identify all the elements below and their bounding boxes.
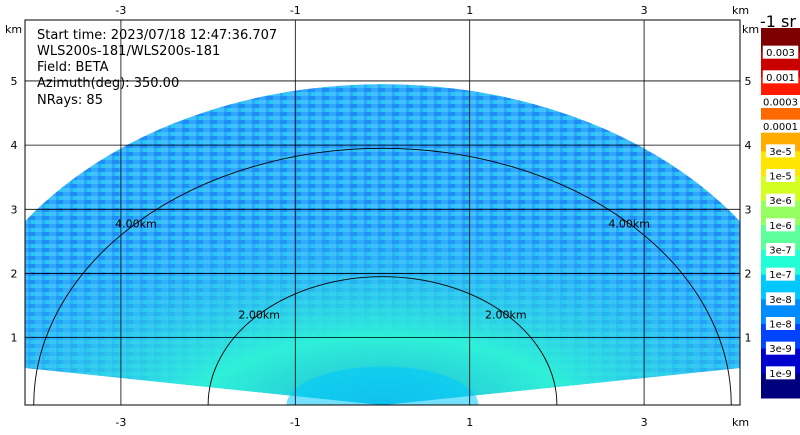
colorbar-label: 3e-8 (769, 295, 792, 306)
nearfield-region (25, 84, 740, 405)
colorbar-label: 3e-6 (769, 196, 792, 207)
x-tick-label-bottom: -3 (115, 416, 126, 429)
x-tick-label-bottom: 3 (641, 416, 648, 429)
info-block: Start time: 2023/07/18 12:47:36.707 WLS2… (37, 28, 277, 108)
colorbar-label-bg (765, 341, 796, 355)
axis-ticks: -3 -3 -1 -1 1 1 3 3 1 1 2 2 3 3 4 4 5 5 (11, 4, 752, 429)
x-tick-label-top: -1 (290, 4, 301, 17)
colorbar-label: 1e-6 (769, 221, 792, 232)
x-tick-label-bottom: -1 (290, 416, 301, 429)
range-ring-label: 4.00km (115, 218, 157, 231)
colorbar-label: 1e-5 (769, 172, 792, 183)
x-unit-bottom: km (732, 416, 749, 429)
colorbar-label-bg (765, 243, 796, 256)
y-tick-label-right: 4 (745, 139, 752, 152)
y-tick-label-left: 1 (11, 332, 18, 345)
colorbar-label-bg (765, 292, 796, 306)
x-tick-label-top: 3 (641, 4, 648, 17)
colorbar-label: 0.001 (766, 73, 795, 84)
colorbar-label-bg (765, 193, 796, 207)
y-tick-label-left: 4 (11, 139, 18, 152)
colorbar-label: 0.0003 (763, 98, 798, 109)
range-ring-label: 4.00km (608, 218, 650, 231)
colorbar-label: 0.0001 (763, 122, 798, 133)
colorbar-label-bg (762, 45, 799, 59)
x-tick-label-top: -3 (115, 4, 126, 17)
azimuth-text: Azimuth(deg): 350.00 (37, 76, 179, 91)
range-ring-label: 2.00km (485, 308, 527, 321)
instrument-text: WLS200s-181/WLS200s-181 (37, 44, 220, 59)
colorbar-label: 3e-7 (769, 246, 792, 257)
colorbar-label: 3e-5 (769, 147, 792, 158)
colorbar-title: -1 sr (760, 12, 796, 31)
colorbar-label: 3e-9 (769, 344, 792, 355)
colorbar-label-bg (765, 366, 796, 380)
data-field (25, 84, 740, 405)
colorbar-label: 0.003 (766, 48, 795, 59)
colorbar-label-bg (762, 70, 799, 84)
x-tick-label-top: 1 (466, 4, 473, 17)
colorbar-label-bg (765, 169, 796, 182)
colorbar-label-bg (759, 95, 800, 108)
colorbar-label-bg (765, 218, 796, 232)
colorbar-label: 1e-7 (769, 270, 792, 281)
grid (25, 20, 740, 405)
colorbar-label: 1e-9 (769, 369, 792, 380)
range-rings: 2.00km 2.00km 4.00km 4.00km (33, 147, 732, 406)
axes-frame (24, 19, 741, 406)
x-unit-top: km (732, 4, 749, 17)
start-time-text: Start time: 2023/07/18 12:47:36.707 (37, 28, 277, 43)
y-unit-right: km (742, 23, 759, 36)
y-unit-left: km (5, 23, 22, 36)
nrays-text: NRays: 85 (37, 93, 103, 108)
range-ring-label: 2.00km (238, 308, 280, 321)
field-text: Field: BETA (37, 60, 109, 75)
range-ring (33, 147, 732, 406)
colorbar-label: 1e-8 (769, 320, 792, 331)
y-tick-label-right: 2 (745, 267, 752, 280)
colorbar: -1 sr 0.003 0.001 0.0003 0.0001 3e-5 1e-5 3e-6… (759, 12, 800, 399)
range-ring (207, 276, 558, 406)
y-tick-label-right: 3 (745, 203, 752, 216)
colorbar-label-bg (759, 119, 800, 133)
y-tick-label-right: 1 (745, 332, 752, 345)
x-tick-label-bottom: 1 (466, 416, 473, 429)
y-tick-label-left: 3 (11, 203, 18, 216)
low-signal-core (286, 366, 479, 405)
colorbar-label-bg (765, 144, 796, 158)
colorbar-label-bg (765, 317, 796, 330)
y-tick-label-right: 5 (745, 75, 752, 88)
y-tick-label-left: 5 (11, 75, 18, 88)
colorbar-label-bg (765, 267, 796, 281)
y-tick-label-left: 2 (11, 267, 18, 280)
